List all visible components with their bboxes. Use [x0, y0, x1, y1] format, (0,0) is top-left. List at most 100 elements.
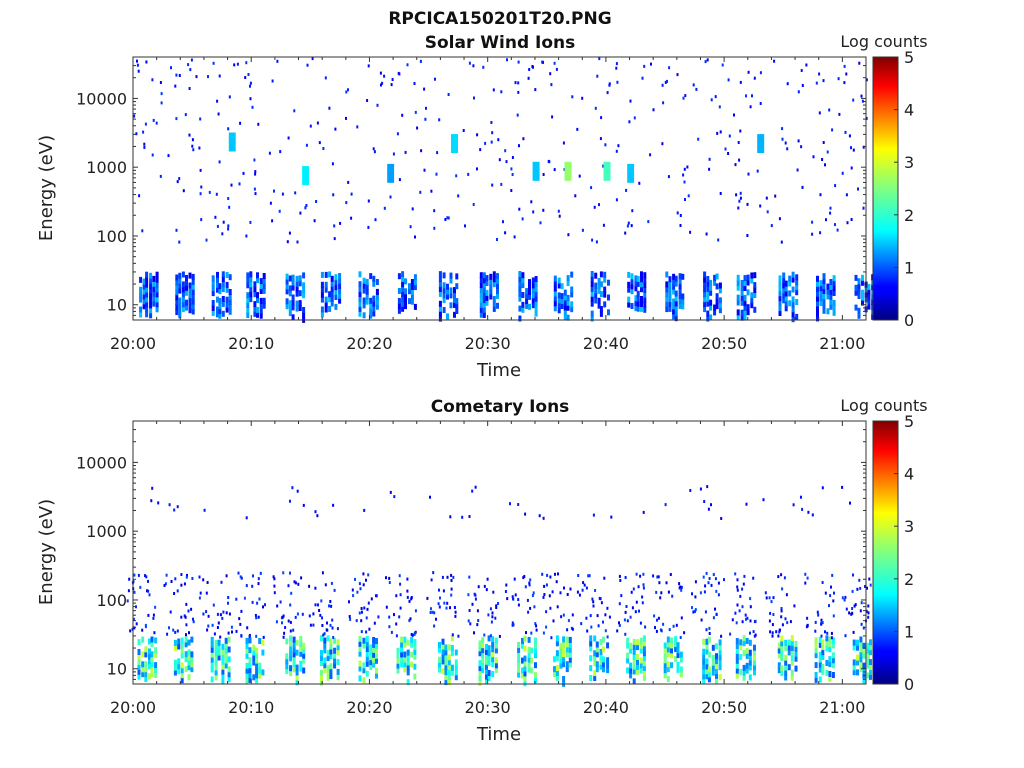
tail-cell: [207, 624, 210, 628]
scatter-cell: [836, 228, 839, 232]
scatter-cell: [706, 58, 709, 62]
x-axis-label: Time: [476, 724, 521, 745]
burst-cell: [259, 283, 263, 290]
burst-cell: [149, 287, 153, 294]
burst-cell: [518, 315, 522, 322]
tail-cell: [205, 591, 208, 595]
burst-cell: [670, 637, 673, 644]
burst-cell: [177, 668, 181, 675]
burst-cell: [745, 647, 749, 654]
burst-cell: [634, 295, 638, 302]
burst-cell: [527, 646, 531, 653]
burst-cell: [496, 278, 499, 285]
tail-cell: [582, 581, 585, 585]
scatter-cell: [676, 73, 679, 77]
tail-cell: [360, 607, 363, 610]
tail-cell: [133, 626, 136, 630]
tail-cell: [668, 628, 671, 632]
burst-cell: [326, 650, 330, 657]
burst-cell: [326, 674, 330, 681]
tail-cell: [771, 623, 774, 627]
tail-cell: [127, 589, 130, 593]
burst-cell: [485, 668, 488, 675]
tail-cell: [492, 590, 495, 594]
burst-cell: [302, 657, 306, 664]
tail-cell: [832, 614, 835, 618]
scatter-cell: [287, 136, 290, 140]
burst-cell: [491, 636, 495, 643]
burst-cell: [560, 293, 564, 300]
burst-cell: [859, 641, 863, 648]
burst-cell: [676, 666, 680, 673]
tail-cell: [354, 577, 356, 581]
tail-cell: [439, 596, 441, 600]
x-tick-label: 20:20: [346, 334, 392, 353]
burst-cell: [566, 280, 570, 287]
tail-cell: [240, 576, 243, 580]
burst-cell: [438, 310, 442, 317]
burst-cell: [334, 289, 338, 295]
burst-cell: [185, 279, 188, 286]
scatter-cell: [200, 218, 203, 222]
burst-cell: [829, 288, 833, 295]
burst-cell: [531, 282, 535, 289]
burst-cell: [328, 271, 332, 278]
scatter-cell: [717, 238, 720, 242]
scatter-cell: [135, 132, 138, 136]
tail-cell: [723, 578, 725, 582]
burst-cell: [718, 307, 722, 314]
burst-cell: [711, 659, 715, 666]
burst-cell: [485, 648, 488, 655]
burst-cell: [706, 290, 710, 297]
burst-cell: [148, 638, 151, 645]
burst-cell: [358, 640, 362, 647]
scatter-cell: [650, 62, 652, 66]
burst-cell: [334, 284, 338, 291]
scatter-cell: [289, 499, 291, 503]
scatter-cell: [686, 165, 689, 169]
burst-cell: [362, 312, 366, 319]
tail-cell: [331, 618, 334, 622]
tail-cell: [301, 612, 304, 616]
scatter-cell: [491, 183, 494, 187]
burst-cell: [336, 649, 340, 656]
burst-cell: [478, 650, 482, 657]
burst-cell: [705, 658, 709, 665]
burst-cell: [288, 305, 292, 312]
burst-cell: [791, 306, 795, 313]
colorbar-label: Log counts: [840, 396, 927, 415]
scatter-cell: [630, 224, 633, 228]
burst-cell: [528, 303, 531, 310]
burst-cell: [248, 676, 252, 683]
tail-cell: [358, 582, 361, 586]
burst-cell: [139, 276, 143, 283]
scatter-cell: [679, 224, 682, 227]
burst-cell: [485, 658, 488, 665]
highlight-cell: [627, 163, 632, 174]
tail-cell: [534, 622, 537, 626]
burst-cell: [663, 662, 667, 669]
tail-cell: [388, 576, 391, 580]
burst-cell: [227, 646, 231, 653]
tail-cell: [532, 591, 535, 595]
burst-cell: [188, 272, 192, 279]
scatter-cell: [858, 61, 861, 65]
tail-cell: [543, 584, 546, 588]
burst-cell: [285, 273, 289, 280]
burst-cell: [211, 290, 215, 297]
burst-cell: [155, 301, 159, 308]
scatter-cell: [293, 109, 296, 113]
burst-cell: [674, 310, 678, 317]
burst-cell: [137, 639, 141, 646]
burst-cell: [679, 656, 683, 663]
burst-cell: [593, 650, 597, 657]
tail-cell: [453, 606, 456, 609]
tail-cell: [273, 577, 276, 581]
scatter-cell: [593, 205, 596, 209]
burst-cell: [289, 645, 293, 652]
burst-cell: [289, 655, 293, 662]
burst-cell: [795, 279, 799, 286]
tail-cell: [851, 607, 854, 610]
scatter-cell: [396, 132, 399, 136]
burst-cell: [784, 285, 788, 292]
